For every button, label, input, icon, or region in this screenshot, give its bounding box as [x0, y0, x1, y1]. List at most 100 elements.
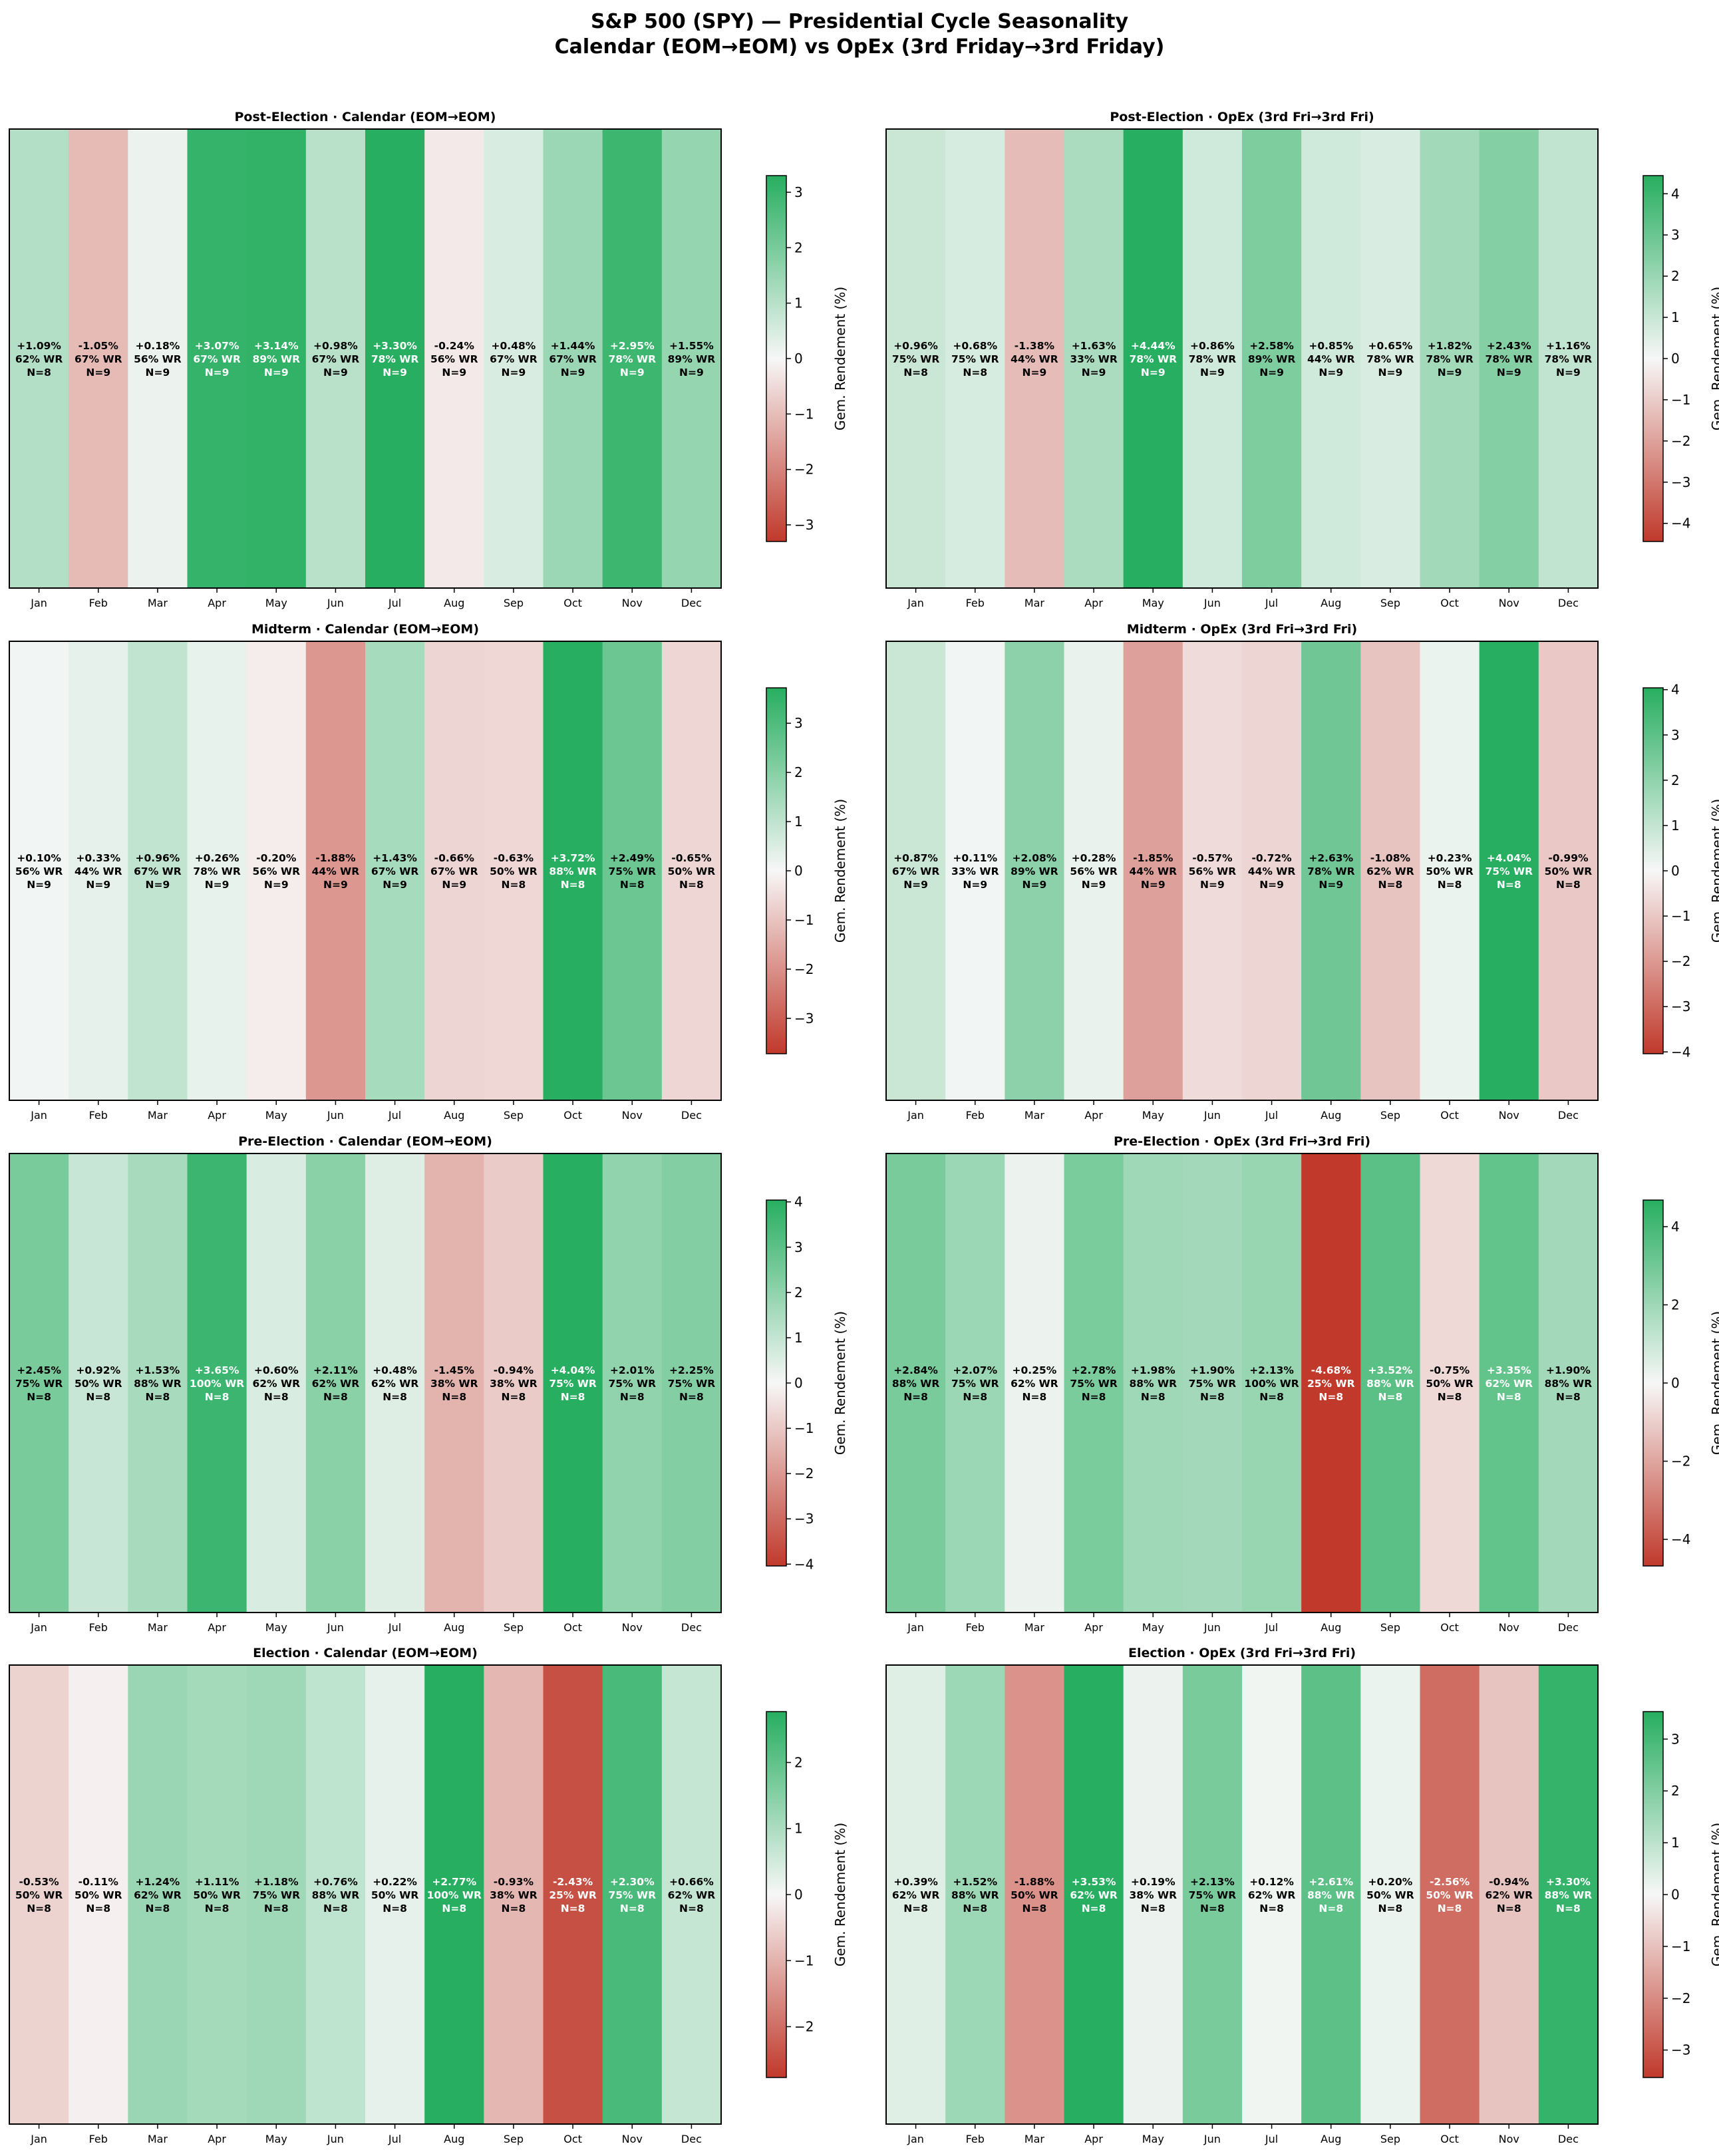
colorbar-tick-label: −4	[1671, 1531, 1690, 1547]
cell-winrate-label: 75% WR	[668, 1378, 716, 1390]
cell-winrate-label: 25% WR	[549, 1889, 597, 1901]
colorbar-tick-label: 0	[1671, 351, 1680, 367]
x-tick-label: Jul	[1265, 1621, 1278, 1634]
x-tick-label: Jan	[30, 597, 47, 609]
colorbar-tick-label: 2	[794, 764, 803, 780]
cell-count-label: N=8	[1438, 1903, 1462, 1915]
heatmap-cell-mar: +0.18%56% WR N=9	[128, 129, 188, 588]
cell-fill	[661, 1665, 722, 2124]
cell-return-label: -2.56%	[1430, 1876, 1470, 1888]
cell-fill	[1242, 1154, 1302, 1613]
x-tick-label: Jan	[30, 1621, 47, 1634]
colorbar: −2 −1 0 1 2 Gem. Rendement (%)	[766, 1711, 848, 2078]
cell-count-label: N=9	[383, 367, 407, 379]
colorbar-tick-label: −1	[1671, 392, 1690, 408]
cell-count-label: N=8	[561, 879, 585, 891]
x-tick-label: Jul	[388, 2133, 401, 2145]
cell-count-label: N=8	[1438, 1391, 1462, 1403]
cell-return-label: -1.38%	[1015, 340, 1055, 352]
colorbar-label: Gem. Rendement (%)	[1709, 1823, 1719, 1966]
cell-winrate-label: 62% WR	[1070, 1889, 1118, 1901]
cell-count-label: N=8	[1556, 879, 1581, 891]
cell-count-label: N=8	[620, 1903, 645, 1915]
x-tick-label: Sep	[504, 2133, 524, 2145]
x-tick-label: Sep	[504, 1109, 524, 1122]
cell-count-label: N=9	[1259, 879, 1284, 891]
cell-fill	[1123, 641, 1183, 1100]
cell-return-label: +3.07%	[195, 340, 239, 352]
cell-return-label: +1.16%	[1546, 340, 1591, 352]
cell-winrate-label: 75% WR	[1485, 865, 1533, 877]
heatmap-panel-post-election-calendar-eom-eom: Post-Election · Calendar (EOM→EOM) +1.09%…	[9, 110, 848, 609]
cell-return-label: +0.96%	[893, 340, 938, 352]
cell-count-label: N=9	[264, 879, 289, 891]
x-tick-label: Aug	[1321, 597, 1341, 609]
colorbar-tick-label: −2	[794, 462, 814, 478]
colorbar-tick-label: 1	[1671, 309, 1680, 325]
cell-fill	[246, 641, 307, 1100]
cell-count-label: N=8	[679, 1903, 704, 1915]
cell-fill	[661, 641, 722, 1100]
cell-count-label: N=8	[1556, 1903, 1581, 1915]
cell-fill	[1538, 1665, 1599, 2124]
cell-count-label: N=8	[1141, 1903, 1166, 1915]
cell-return-label: +0.23%	[1428, 852, 1472, 864]
heatmap-cell-feb: +2.07% 75% WRN=8	[945, 1154, 1005, 1613]
cell-fill	[1420, 1154, 1480, 1613]
heatmap-panels: Post-Election · Calendar (EOM→EOM) +1.09%…	[9, 110, 1719, 2145]
cell-count-label: N=9	[620, 367, 645, 379]
cell-count-label: N=8	[1319, 1391, 1343, 1403]
cell-count-label: N=9	[146, 367, 170, 379]
cell-count-label: N=8	[383, 1391, 407, 1403]
x-tick-label: Jun	[1203, 1109, 1221, 1122]
cell-fill	[365, 641, 425, 1100]
heatmap-cell-feb: +0.92% 50% WRN=8	[69, 1154, 128, 1613]
cell-return-label: +0.92%	[76, 1364, 120, 1376]
cell-count-label: N=8	[1438, 879, 1462, 891]
cell-winrate-label: 44% WR	[1011, 353, 1058, 365]
x-tick-label: May	[265, 1621, 287, 1634]
cell-fill	[1242, 129, 1302, 588]
cell-fill	[187, 1665, 247, 2124]
colorbar-label: Gem. Rendement (%)	[1709, 799, 1719, 943]
cell-fill	[1301, 1665, 1361, 2124]
x-tick-label: Apr	[1084, 597, 1103, 609]
cell-count-label: N=9	[1319, 879, 1343, 891]
axes-frame	[885, 128, 1599, 589]
heatmap-cell-feb: +0.11%33% WR N=9	[945, 641, 1005, 1100]
cell-count-label: N=8	[561, 1903, 585, 1915]
cell-return-label: -0.24%	[434, 340, 475, 352]
panel-title: Election · OpEx (3rd Fri→3rd Fri)	[1128, 1646, 1356, 1660]
cell-count-label: N=8	[620, 1391, 645, 1403]
heatmap-cell-jan: +2.45% 75% WRN=8	[9, 1154, 69, 1613]
cell-winrate-label: 75% WR	[1189, 1378, 1237, 1390]
cell-count-label: N=9	[27, 879, 51, 891]
x-tick-label: Apr	[208, 2133, 226, 2145]
heatmap-cell-aug: -4.68% 25% WRN=8	[1301, 1154, 1361, 1613]
heatmap-cell-may: +3.14%89% WR N=9	[246, 129, 307, 588]
cell-count-label: N=8	[146, 1391, 170, 1403]
x-tick-label: Feb	[966, 597, 985, 609]
cell-fill	[886, 1154, 946, 1613]
heatmap-cell-jan: +0.96%75% WR N=8	[886, 129, 946, 588]
colorbar-tick-label: 2	[1671, 1297, 1680, 1312]
cell-return-label: +0.12%	[1249, 1876, 1294, 1888]
x-tick-label: Nov	[1499, 2133, 1519, 2145]
cell-return-label: +0.48%	[492, 340, 536, 352]
cell-winrate-label: 78% WR	[193, 865, 241, 877]
heatmap-cell-mar: +0.25% 62% WRN=8	[1005, 1154, 1065, 1613]
cell-winrate-label: 50% WR	[1545, 865, 1593, 877]
x-tick-label: Dec	[1558, 597, 1579, 609]
cell-return-label: +0.25%	[1013, 1364, 1057, 1376]
x-tick-label: Feb	[89, 1621, 108, 1634]
cell-winrate-label: 56% WR	[1070, 865, 1118, 877]
cell-count-label: N=8	[963, 1903, 987, 1915]
cell-winrate-label: 89% WR	[668, 353, 716, 365]
heatmap-cell-may: +4.44%78% WR N=9	[1123, 129, 1183, 588]
x-tick-label: Sep	[504, 1621, 524, 1634]
heatmap-cell-aug: +0.85%44% WR N=9	[1301, 129, 1361, 588]
cell-winrate-label: 67% WR	[490, 353, 538, 365]
cell-winrate-label: 78% WR	[1366, 353, 1414, 365]
cell-winrate-label: 62% WR	[15, 353, 63, 365]
x-tick-label: Jun	[1203, 2133, 1221, 2145]
